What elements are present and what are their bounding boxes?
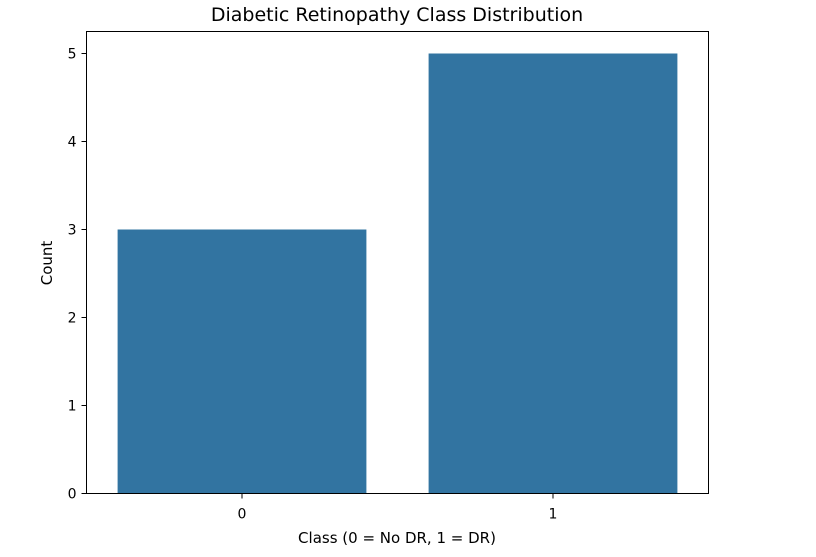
- x-tick-label: 1: [549, 507, 558, 523]
- y-tick-label: 5: [68, 47, 77, 63]
- y-axis-label: Count: [38, 241, 56, 286]
- y-tick-label: 2: [68, 311, 77, 327]
- bar-class-0: [117, 229, 367, 494]
- y-tick-label: 3: [68, 223, 77, 239]
- plot-frame: [86, 31, 709, 494]
- y-tick-label: 1: [68, 399, 77, 415]
- x-axis-label: Class (0 = No DR, 1 = DR): [298, 529, 496, 547]
- chart-title: Diabetic Retinopathy Class Distribution: [211, 4, 583, 26]
- y-axis-ticks: 0 1 2 3 4 5: [68, 47, 87, 503]
- bar-class-1: [428, 53, 678, 494]
- bars-group: [117, 53, 678, 494]
- y-tick-label: 4: [68, 135, 77, 151]
- x-tick-label: 0: [238, 507, 247, 523]
- y-tick-label: 0: [68, 487, 77, 503]
